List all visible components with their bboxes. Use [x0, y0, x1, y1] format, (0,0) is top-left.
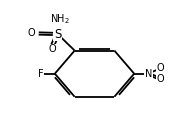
Text: O: O [28, 28, 36, 38]
Text: F: F [38, 69, 43, 79]
Text: NH$_2$: NH$_2$ [50, 13, 70, 26]
Text: O: O [157, 63, 164, 73]
Text: N: N [145, 69, 152, 79]
Text: O: O [48, 44, 56, 54]
Text: O: O [157, 74, 164, 84]
Text: S: S [54, 28, 61, 41]
